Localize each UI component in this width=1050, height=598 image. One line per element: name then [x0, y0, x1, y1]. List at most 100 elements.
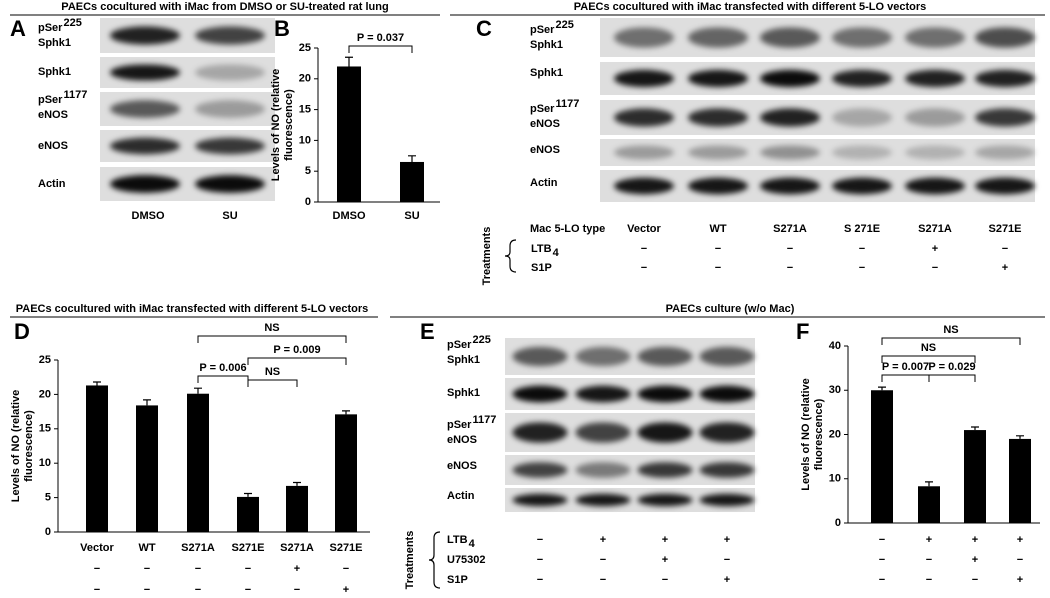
- error-bar: [244, 492, 252, 497]
- blot-band: [512, 385, 568, 403]
- treatment-mark: −: [195, 563, 201, 575]
- significance-label: NS: [921, 342, 936, 354]
- row-label: Sphk1: [530, 39, 563, 51]
- blot-band: [832, 177, 892, 195]
- blot-band: [614, 145, 674, 160]
- lane-header: Mac 5-LO type: [530, 223, 605, 235]
- blot-band: [688, 27, 748, 48]
- blot-band: [614, 108, 674, 127]
- treatment-sub: 4: [469, 538, 476, 550]
- lane-label: S271A: [918, 223, 952, 235]
- treatment-mark: −: [926, 554, 932, 566]
- blot-band: [688, 145, 748, 160]
- blot-band: [832, 145, 892, 160]
- significance-bracket: [928, 374, 976, 382]
- brace: [504, 239, 517, 273]
- row-label: pSer: [447, 339, 472, 351]
- blot-band: [699, 422, 755, 443]
- panel-title: PAECs culture (w/o Mac): [666, 303, 795, 315]
- panel-letter: E: [420, 319, 435, 344]
- treatment-mark: +: [972, 534, 978, 546]
- significance-bracket: [881, 337, 1021, 345]
- treatment-mark: +: [926, 534, 932, 546]
- treatment-mark: +: [662, 554, 668, 566]
- blot-band: [195, 26, 265, 45]
- y-tick-label: 40: [829, 340, 841, 352]
- treatment-mark: +: [1002, 262, 1008, 274]
- blot-band: [195, 175, 265, 193]
- bar: [187, 393, 209, 532]
- blot-band: [760, 177, 820, 195]
- y-axis-label: fluorescence): [813, 398, 825, 470]
- lane-label: SU: [222, 210, 237, 222]
- treatment-mark: −: [641, 243, 647, 255]
- y-axis-label: fluorescence): [283, 89, 295, 161]
- panel-letter: F: [796, 319, 809, 344]
- treatment-mark: +: [294, 563, 300, 575]
- row-label: Sphk1: [38, 66, 71, 78]
- treatment-mark: −: [879, 534, 885, 546]
- treatment-name: U75302: [447, 554, 486, 566]
- blot-band: [699, 462, 755, 478]
- blot-band: [110, 64, 180, 81]
- blot-band: [688, 108, 748, 127]
- row-label-sup: 225: [472, 334, 490, 346]
- blot-band: [110, 26, 180, 45]
- x-tick-label: WT: [138, 542, 155, 554]
- error-bar: [93, 381, 101, 386]
- x-tick-label: S271A: [280, 542, 314, 554]
- row-label: pSer: [38, 22, 63, 34]
- significance-label: P = 0.006: [199, 362, 246, 374]
- error-bar: [342, 410, 350, 415]
- row-label: pSer: [530, 24, 555, 36]
- lane-label: WT: [709, 223, 726, 235]
- lane-label: S271E: [988, 223, 1021, 235]
- treatment-mark: −: [1002, 243, 1008, 255]
- row-label: Actin: [38, 178, 66, 190]
- y-axis-label: Levels of NO (relative: [10, 390, 22, 503]
- treatment-mark: −: [641, 262, 647, 274]
- treatment-mark: −: [715, 262, 721, 274]
- x-tick-label: SU: [404, 210, 419, 222]
- treatment-mark: −: [94, 563, 100, 575]
- error-bar: [345, 56, 353, 67]
- y-axis-label: fluorescence): [23, 410, 35, 482]
- blot-band: [832, 69, 892, 88]
- treatment-mark: −: [537, 574, 543, 586]
- blot-band: [760, 27, 820, 48]
- blot-band: [195, 100, 265, 118]
- bar: [86, 385, 108, 532]
- row-label: eNOS: [38, 109, 68, 121]
- blot-band: [832, 108, 892, 127]
- bar: [337, 66, 361, 202]
- lane-label: S 271E: [844, 223, 880, 235]
- treatment-mark: −: [144, 584, 150, 596]
- treatment-mark: −: [859, 262, 865, 274]
- bar: [964, 430, 986, 523]
- y-tick-label: 20: [299, 73, 311, 85]
- blot-band: [975, 27, 1035, 48]
- row-label: pSer: [530, 103, 555, 115]
- y-axis-label: Levels of NO (relative: [800, 378, 812, 491]
- y-tick-label: 20: [829, 428, 841, 440]
- treatment-mark: −: [1017, 554, 1023, 566]
- treatment-mark: −: [600, 574, 606, 586]
- significance-label: P = 0.007: [882, 361, 929, 373]
- treatment-mark: −: [972, 574, 978, 586]
- row-label-sup: 225: [63, 17, 81, 29]
- error-bar: [971, 426, 979, 431]
- row-label: Sphk1: [447, 387, 480, 399]
- treatment-mark: −: [715, 243, 721, 255]
- panel-title: PAECs cocultured with iMac from DMSO or …: [61, 1, 388, 13]
- panel-letter: C: [476, 16, 492, 41]
- lane-label: DMSO: [132, 210, 165, 222]
- y-tick-label: 20: [39, 388, 51, 400]
- treatment-name: LTB: [447, 534, 468, 546]
- significance-bracket: [881, 355, 976, 363]
- lane-label: S271A: [773, 223, 807, 235]
- blot-band: [905, 145, 965, 160]
- blot-band: [637, 493, 693, 507]
- y-tick-label: 0: [305, 196, 311, 208]
- significance-label: NS: [264, 322, 279, 334]
- treatment-mark: −: [600, 554, 606, 566]
